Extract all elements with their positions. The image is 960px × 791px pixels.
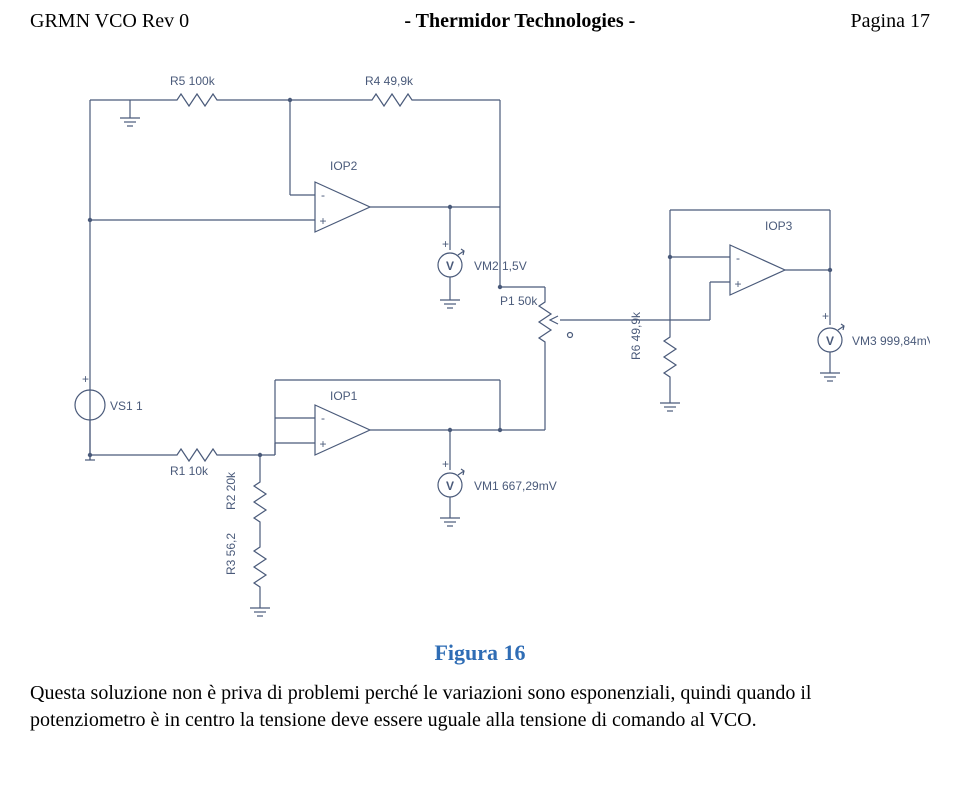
resistor-r3: R3 56,2 bbox=[224, 533, 266, 590]
page-header: GRMN VCO Rev 0 - Thermidor Technologies … bbox=[30, 10, 930, 33]
svg-text:V: V bbox=[446, 479, 454, 493]
opamp-iop1: IOP1 bbox=[275, 380, 545, 455]
resistor-r5: R5 100k bbox=[170, 74, 220, 106]
svg-text:+: + bbox=[82, 372, 89, 386]
svg-text:V: V bbox=[826, 334, 834, 348]
r6-label: R6 49,9k bbox=[629, 311, 643, 360]
header-right: Pagina 17 bbox=[851, 10, 930, 33]
resistor-r2: R2 20k bbox=[224, 455, 266, 525]
vm1-label: VM1 667,29mV bbox=[474, 479, 557, 493]
potentiometer-p1: P1 50k bbox=[500, 294, 590, 345]
svg-text:+: + bbox=[442, 457, 449, 471]
body-paragraph: Questa soluzione non è priva di problemi… bbox=[30, 680, 930, 734]
ground-r3 bbox=[250, 600, 270, 616]
r2-label: R2 20k bbox=[224, 471, 238, 510]
r4-label: R4 49,9k bbox=[365, 74, 414, 88]
r3-label: R3 56,2 bbox=[224, 533, 238, 575]
resistor-r4: R4 49,9k bbox=[365, 74, 415, 106]
circuit-diagram: - + + VS1 1 bbox=[30, 60, 930, 620]
vs1: + VS1 1 bbox=[75, 100, 143, 460]
r1-label: R1 10k bbox=[170, 464, 209, 478]
svg-text:V: V bbox=[446, 259, 454, 273]
ground-top-left bbox=[120, 100, 140, 126]
opamp-iop2: IOP2 bbox=[88, 159, 500, 232]
header-left: GRMN VCO Rev 0 bbox=[30, 10, 189, 33]
svg-text:+: + bbox=[822, 309, 829, 323]
header-center: - Thermidor Technologies - bbox=[404, 10, 635, 33]
resistor-r1: R1 10k bbox=[170, 449, 220, 478]
vm3-label: VM3 999,84mV bbox=[852, 334, 930, 348]
iop1-label: IOP1 bbox=[330, 389, 358, 403]
vs1-label: VS1 1 bbox=[110, 399, 143, 413]
r5-label: R5 100k bbox=[170, 74, 216, 88]
p1-label: P1 50k bbox=[500, 294, 538, 308]
resistor-r6: R6 49,9k bbox=[629, 311, 680, 411]
opamp-iop3: IOP3 bbox=[670, 210, 832, 325]
voltmeter-vm1: + V VM1 667,29mV bbox=[438, 430, 557, 526]
svg-text:+: + bbox=[442, 237, 449, 251]
figure-caption: Figura 16 bbox=[0, 640, 960, 666]
voltmeter-vm3: + V VM3 999,84mV bbox=[818, 309, 930, 381]
iop3-label: IOP3 bbox=[765, 219, 793, 233]
voltmeter-vm2: + V VM2 1,5V bbox=[438, 207, 527, 308]
iop2-label: IOP2 bbox=[330, 159, 358, 173]
